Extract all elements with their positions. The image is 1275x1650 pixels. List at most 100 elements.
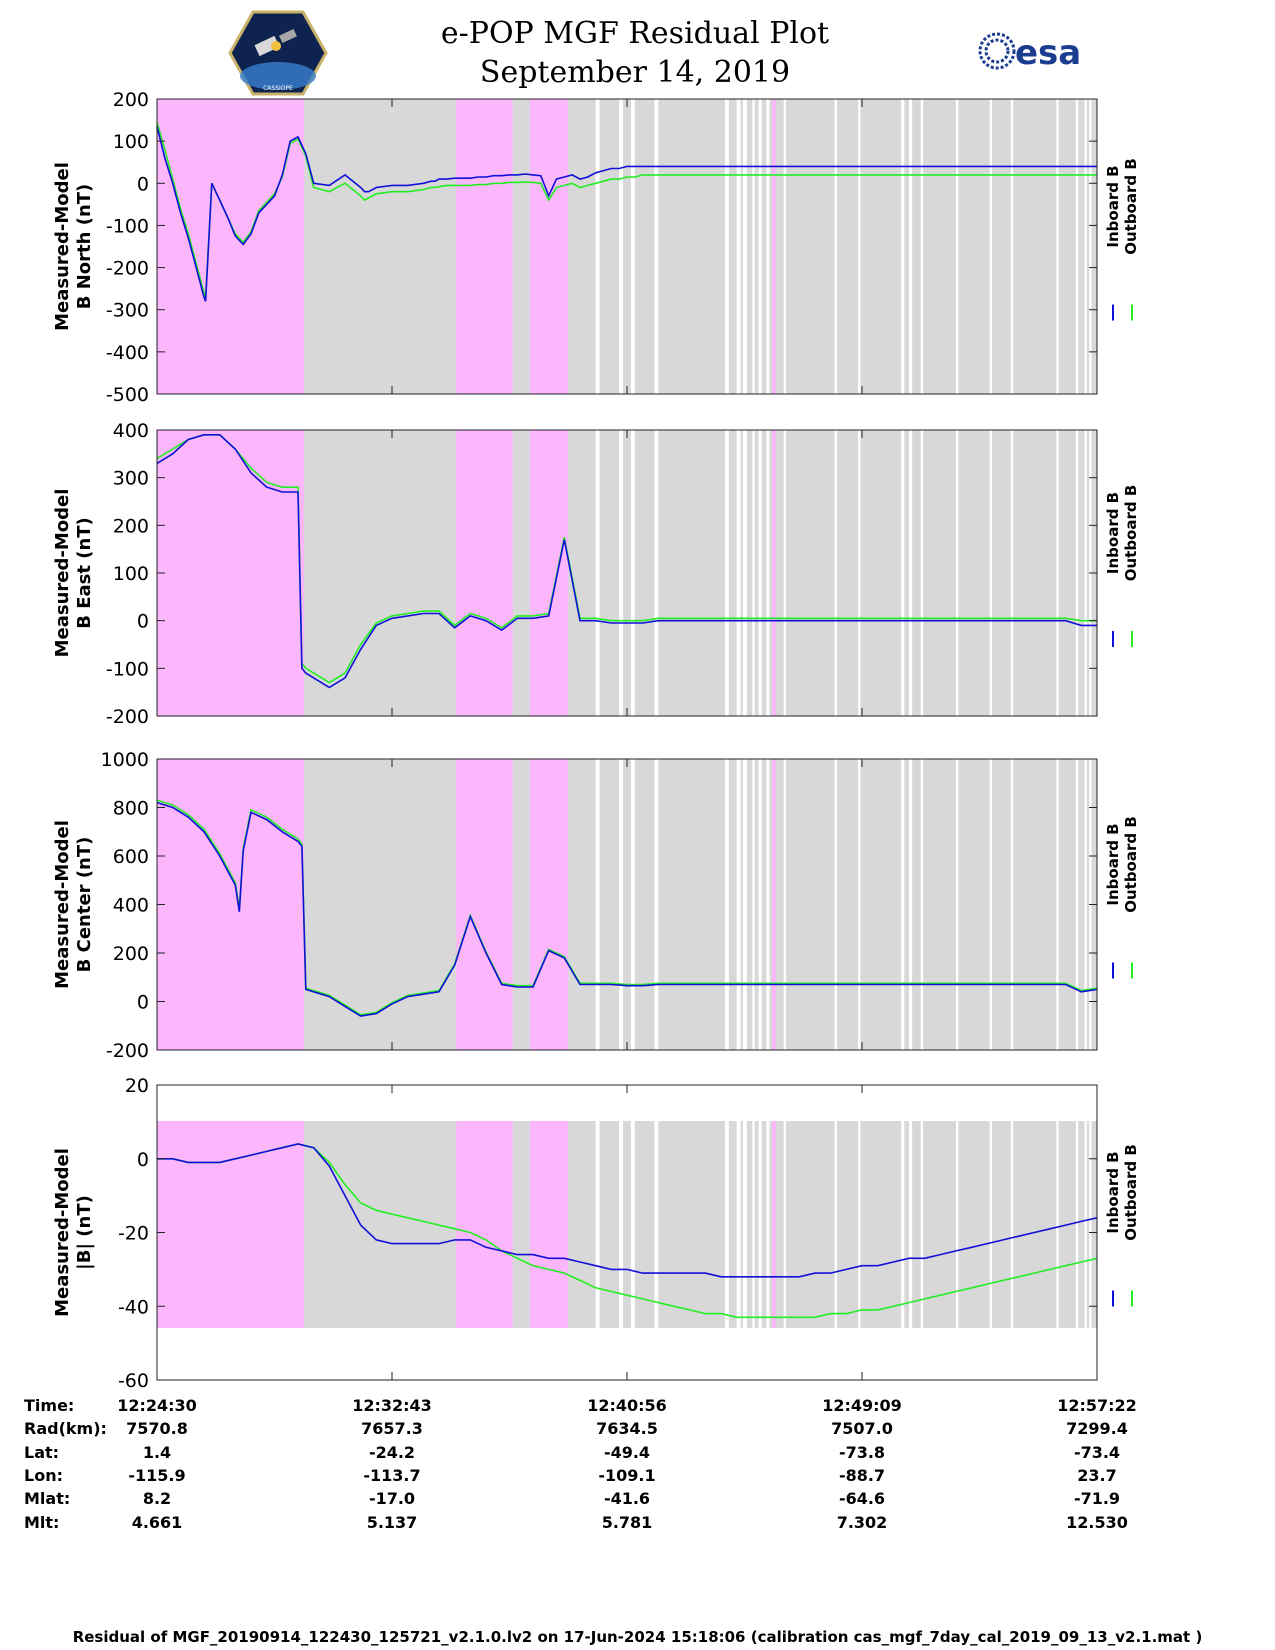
orbit-cell: -24.2 <box>368 1442 416 1462</box>
orbit-cell: -49.4 <box>603 1442 651 1462</box>
residual-plot-panels: 2001000-100-200-300-400-500Measured-Mode… <box>52 89 1140 1392</box>
data-gap <box>758 99 762 394</box>
data-gap <box>1084 759 1087 1050</box>
data-gap <box>956 759 959 1050</box>
data-gap <box>1084 1121 1087 1328</box>
orbit-cell: -73.4 <box>1073 1442 1121 1462</box>
orbit-cell: 7299.4 <box>1066 1419 1128 1439</box>
y-tick-label: -20 <box>118 1223 149 1245</box>
data-gap <box>1056 1121 1059 1328</box>
orbit-cell: -73.8 <box>838 1442 886 1462</box>
esa-logo-text: esa <box>1015 33 1081 73</box>
y-axis-label-line-2: |B| (nT) <box>74 1195 95 1270</box>
y-tick-label: 0 <box>137 173 149 195</box>
orbit-row-label: Time: <box>24 1396 75 1415</box>
data-gap <box>724 99 729 394</box>
data-gap <box>595 430 600 716</box>
y-tick-label: 200 <box>113 943 149 965</box>
y-tick-label: 0 <box>137 1149 149 1171</box>
mission-logo: CASSIOPE <box>228 10 328 96</box>
pink-shade <box>456 1121 513 1328</box>
x-tick-label: 12:40:56 <box>587 1396 667 1415</box>
data-gap <box>1010 99 1014 394</box>
title-line-1: e-POP MGF Residual Plot <box>440 16 830 51</box>
orbit-cell: -113.7 <box>363 1465 421 1485</box>
y-tick-label: -200 <box>106 258 149 280</box>
data-gap <box>858 759 861 1050</box>
data-gap <box>736 1121 741 1328</box>
data-gap <box>1010 430 1014 716</box>
data-gap <box>989 1121 993 1328</box>
legend-outboard-label: Outboard B <box>1122 485 1140 582</box>
y-tick-label: -100 <box>106 658 149 680</box>
orbit-cell: -17.0 <box>368 1489 416 1509</box>
data-gap <box>630 99 635 394</box>
data-gap <box>595 99 600 394</box>
data-gap <box>989 99 993 394</box>
data-gap <box>654 759 659 1050</box>
data-gap <box>752 99 755 394</box>
panel-2: 400 300 200 100 0 -100 -200 Measured-ModelB Eas… <box>52 420 1140 728</box>
y-tick-label: 600 <box>113 846 149 868</box>
legend-inboard-label: Inboard B <box>1104 492 1122 574</box>
pink-shade <box>771 99 776 394</box>
footer-caption: Residual of MGF_20190914_122430_125721_v… <box>72 1628 1203 1646</box>
data-gap <box>766 1121 770 1328</box>
series-outboard-line <box>156 799 1098 1016</box>
orbit-cell: 1.4 <box>142 1442 172 1462</box>
series-outboard-line <box>156 433 1097 684</box>
orbit-cell: 7507.0 <box>831 1419 893 1439</box>
orbit-cell: -64.6 <box>838 1489 886 1509</box>
orbit-cell: 12.530 <box>1066 1512 1128 1532</box>
y-tick-label: 100 <box>113 131 149 153</box>
pink-shade <box>157 430 305 716</box>
pink-shade <box>529 430 569 716</box>
data-gap <box>630 1121 635 1328</box>
data-gap <box>630 430 635 716</box>
data-gap <box>742 759 747 1050</box>
data-gap <box>989 430 993 716</box>
data-gap <box>736 430 741 716</box>
pink-shade <box>456 759 513 1050</box>
pink-shade <box>157 1121 305 1328</box>
series-inboard-line <box>156 126 1097 302</box>
data-gap <box>909 1121 913 1328</box>
legend-labels: Inboard BOutboard B <box>1104 485 1140 582</box>
data-gap <box>654 1121 659 1328</box>
orbit-row-label: Rad(km): <box>24 1419 107 1439</box>
orbit-cell: 7.302 <box>836 1512 888 1532</box>
chart-title: e-POP MGF Residual Plot September 14, 20… <box>400 14 870 92</box>
x-tick-label: 12:24:30 <box>117 1396 197 1415</box>
orbit-cell: 7657.3 <box>361 1419 423 1439</box>
orbit-row-label: Mlt: <box>24 1512 60 1532</box>
panel-3: 1000 800 600 400 200 0 -200 Measured-ModelB Cen… <box>52 749 1140 1062</box>
data-gap <box>1056 99 1059 394</box>
data-gap <box>736 99 741 394</box>
data-gap <box>742 1121 747 1328</box>
data-gap <box>742 99 747 394</box>
y-tick-label: 300 <box>113 468 149 490</box>
orbit-cell: 23.7 <box>1077 1465 1117 1485</box>
pink-shade <box>529 1121 569 1328</box>
y-axis-label: Measured-Model|B| (nT) <box>52 1148 95 1317</box>
legend-inboard-label: Inboard B <box>1104 823 1122 905</box>
data-gap <box>1075 759 1079 1050</box>
orbit-cell: -109.1 <box>598 1465 656 1485</box>
y-axis-label-line-1: Measured-Model <box>52 820 73 989</box>
data-gap <box>619 99 624 394</box>
gray-shade <box>157 1121 1097 1328</box>
series-inboard-line <box>157 1143 1098 1278</box>
series-inboard-line <box>156 801 1098 1017</box>
data-gap <box>1089 99 1092 394</box>
y-tick-label: -200 <box>106 1040 149 1062</box>
data-gap <box>783 1121 787 1328</box>
y-tick-label: 0 <box>137 611 149 633</box>
y-tick-label: 400 <box>113 420 149 442</box>
y-tick-label: 0 <box>137 992 149 1014</box>
data-gap <box>834 759 837 1050</box>
data-gap <box>766 759 770 1050</box>
orbit-cell: -71.9 <box>1073 1489 1121 1509</box>
title-line-2: September 14, 2019 <box>479 55 791 90</box>
data-gap <box>956 99 959 394</box>
orbit-row-label: Lat: <box>24 1442 60 1462</box>
